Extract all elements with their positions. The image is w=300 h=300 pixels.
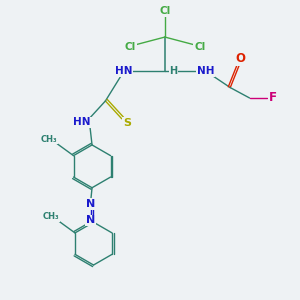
Text: O: O xyxy=(236,52,246,65)
Text: Cl: Cl xyxy=(159,6,170,16)
Text: N: N xyxy=(86,199,95,209)
Text: Cl: Cl xyxy=(194,42,205,52)
Text: Cl: Cl xyxy=(124,42,136,52)
Text: NH: NH xyxy=(197,66,214,76)
Text: Cl: Cl xyxy=(124,42,136,52)
Text: HN: HN xyxy=(74,117,91,128)
Text: HN: HN xyxy=(74,117,91,128)
Text: HN: HN xyxy=(115,66,133,76)
Text: Cl: Cl xyxy=(194,42,205,52)
Text: NH: NH xyxy=(197,66,214,76)
Text: CH₃: CH₃ xyxy=(41,135,57,144)
Text: CH₃: CH₃ xyxy=(42,212,59,221)
Text: N: N xyxy=(86,215,95,225)
Text: H: H xyxy=(169,66,177,76)
Text: N: N xyxy=(86,215,95,225)
Text: F: F xyxy=(268,92,277,104)
Text: S: S xyxy=(123,118,131,128)
Text: F: F xyxy=(268,92,277,104)
Text: Cl: Cl xyxy=(159,6,170,16)
Text: H: H xyxy=(169,66,177,76)
Text: O: O xyxy=(236,52,246,65)
Text: HN: HN xyxy=(115,66,133,76)
Text: S: S xyxy=(123,118,131,128)
Text: N: N xyxy=(86,199,95,209)
